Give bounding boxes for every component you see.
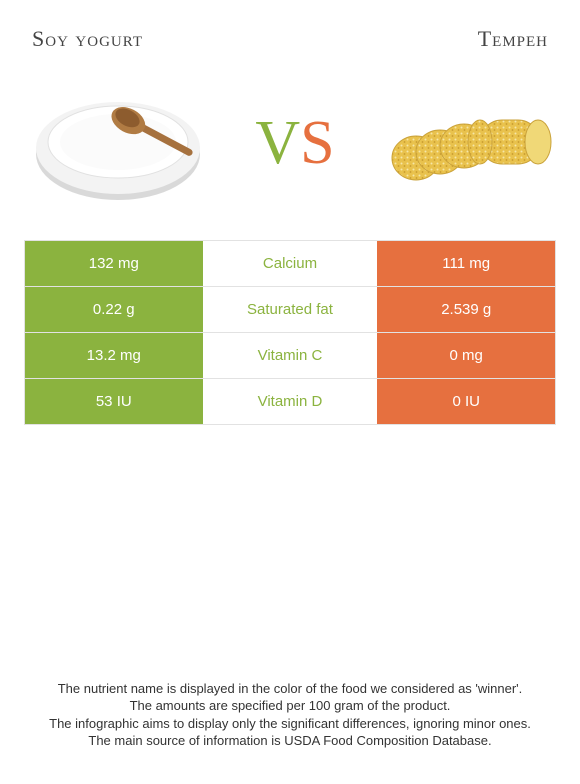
nutrient-label-cell: Vitamin D xyxy=(203,379,378,424)
footnotes: The nutrient name is displayed in the co… xyxy=(24,680,556,750)
table-row: 132 mgCalcium111 mg xyxy=(25,241,555,287)
soy-yogurt-icon xyxy=(28,68,208,218)
titles-row: Soy yogurt Tempeh xyxy=(24,26,556,52)
left-value-cell: 53 IU xyxy=(25,379,203,424)
hero-row: VS xyxy=(24,68,556,218)
vs-label: VS xyxy=(255,112,334,174)
right-food-title: Tempeh xyxy=(478,26,548,52)
table-row: 53 IUVitamin D0 IU xyxy=(25,379,555,424)
table-row: 13.2 mgVitamin C0 mg xyxy=(25,333,555,379)
vs-letter-s: S xyxy=(300,112,334,174)
footnote-line: The infographic aims to display only the… xyxy=(24,715,556,733)
footnote-line: The nutrient name is displayed in the co… xyxy=(24,680,556,698)
footnote-line: The main source of information is USDA F… xyxy=(24,732,556,750)
footnote-line: The amounts are specified per 100 gram o… xyxy=(24,697,556,715)
nutrient-label-cell: Saturated fat xyxy=(203,287,378,332)
right-value-cell: 111 mg xyxy=(377,241,555,286)
left-food-image xyxy=(28,68,208,218)
left-value-cell: 132 mg xyxy=(25,241,203,286)
left-value-cell: 0.22 g xyxy=(25,287,203,332)
nutrient-label-cell: Vitamin C xyxy=(203,333,378,378)
table-row: 0.22 gSaturated fat2.539 g xyxy=(25,287,555,333)
right-value-cell: 0 IU xyxy=(377,379,555,424)
comparison-table: 132 mgCalcium111 mg0.22 gSaturated fat2.… xyxy=(24,240,556,425)
tempeh-icon xyxy=(382,88,552,198)
right-value-cell: 2.539 g xyxy=(377,287,555,332)
left-value-cell: 13.2 mg xyxy=(25,333,203,378)
vs-letter-v: V xyxy=(255,112,300,174)
left-food-title: Soy yogurt xyxy=(32,26,143,52)
right-food-image xyxy=(382,88,552,198)
right-value-cell: 0 mg xyxy=(377,333,555,378)
nutrient-label-cell: Calcium xyxy=(203,241,378,286)
